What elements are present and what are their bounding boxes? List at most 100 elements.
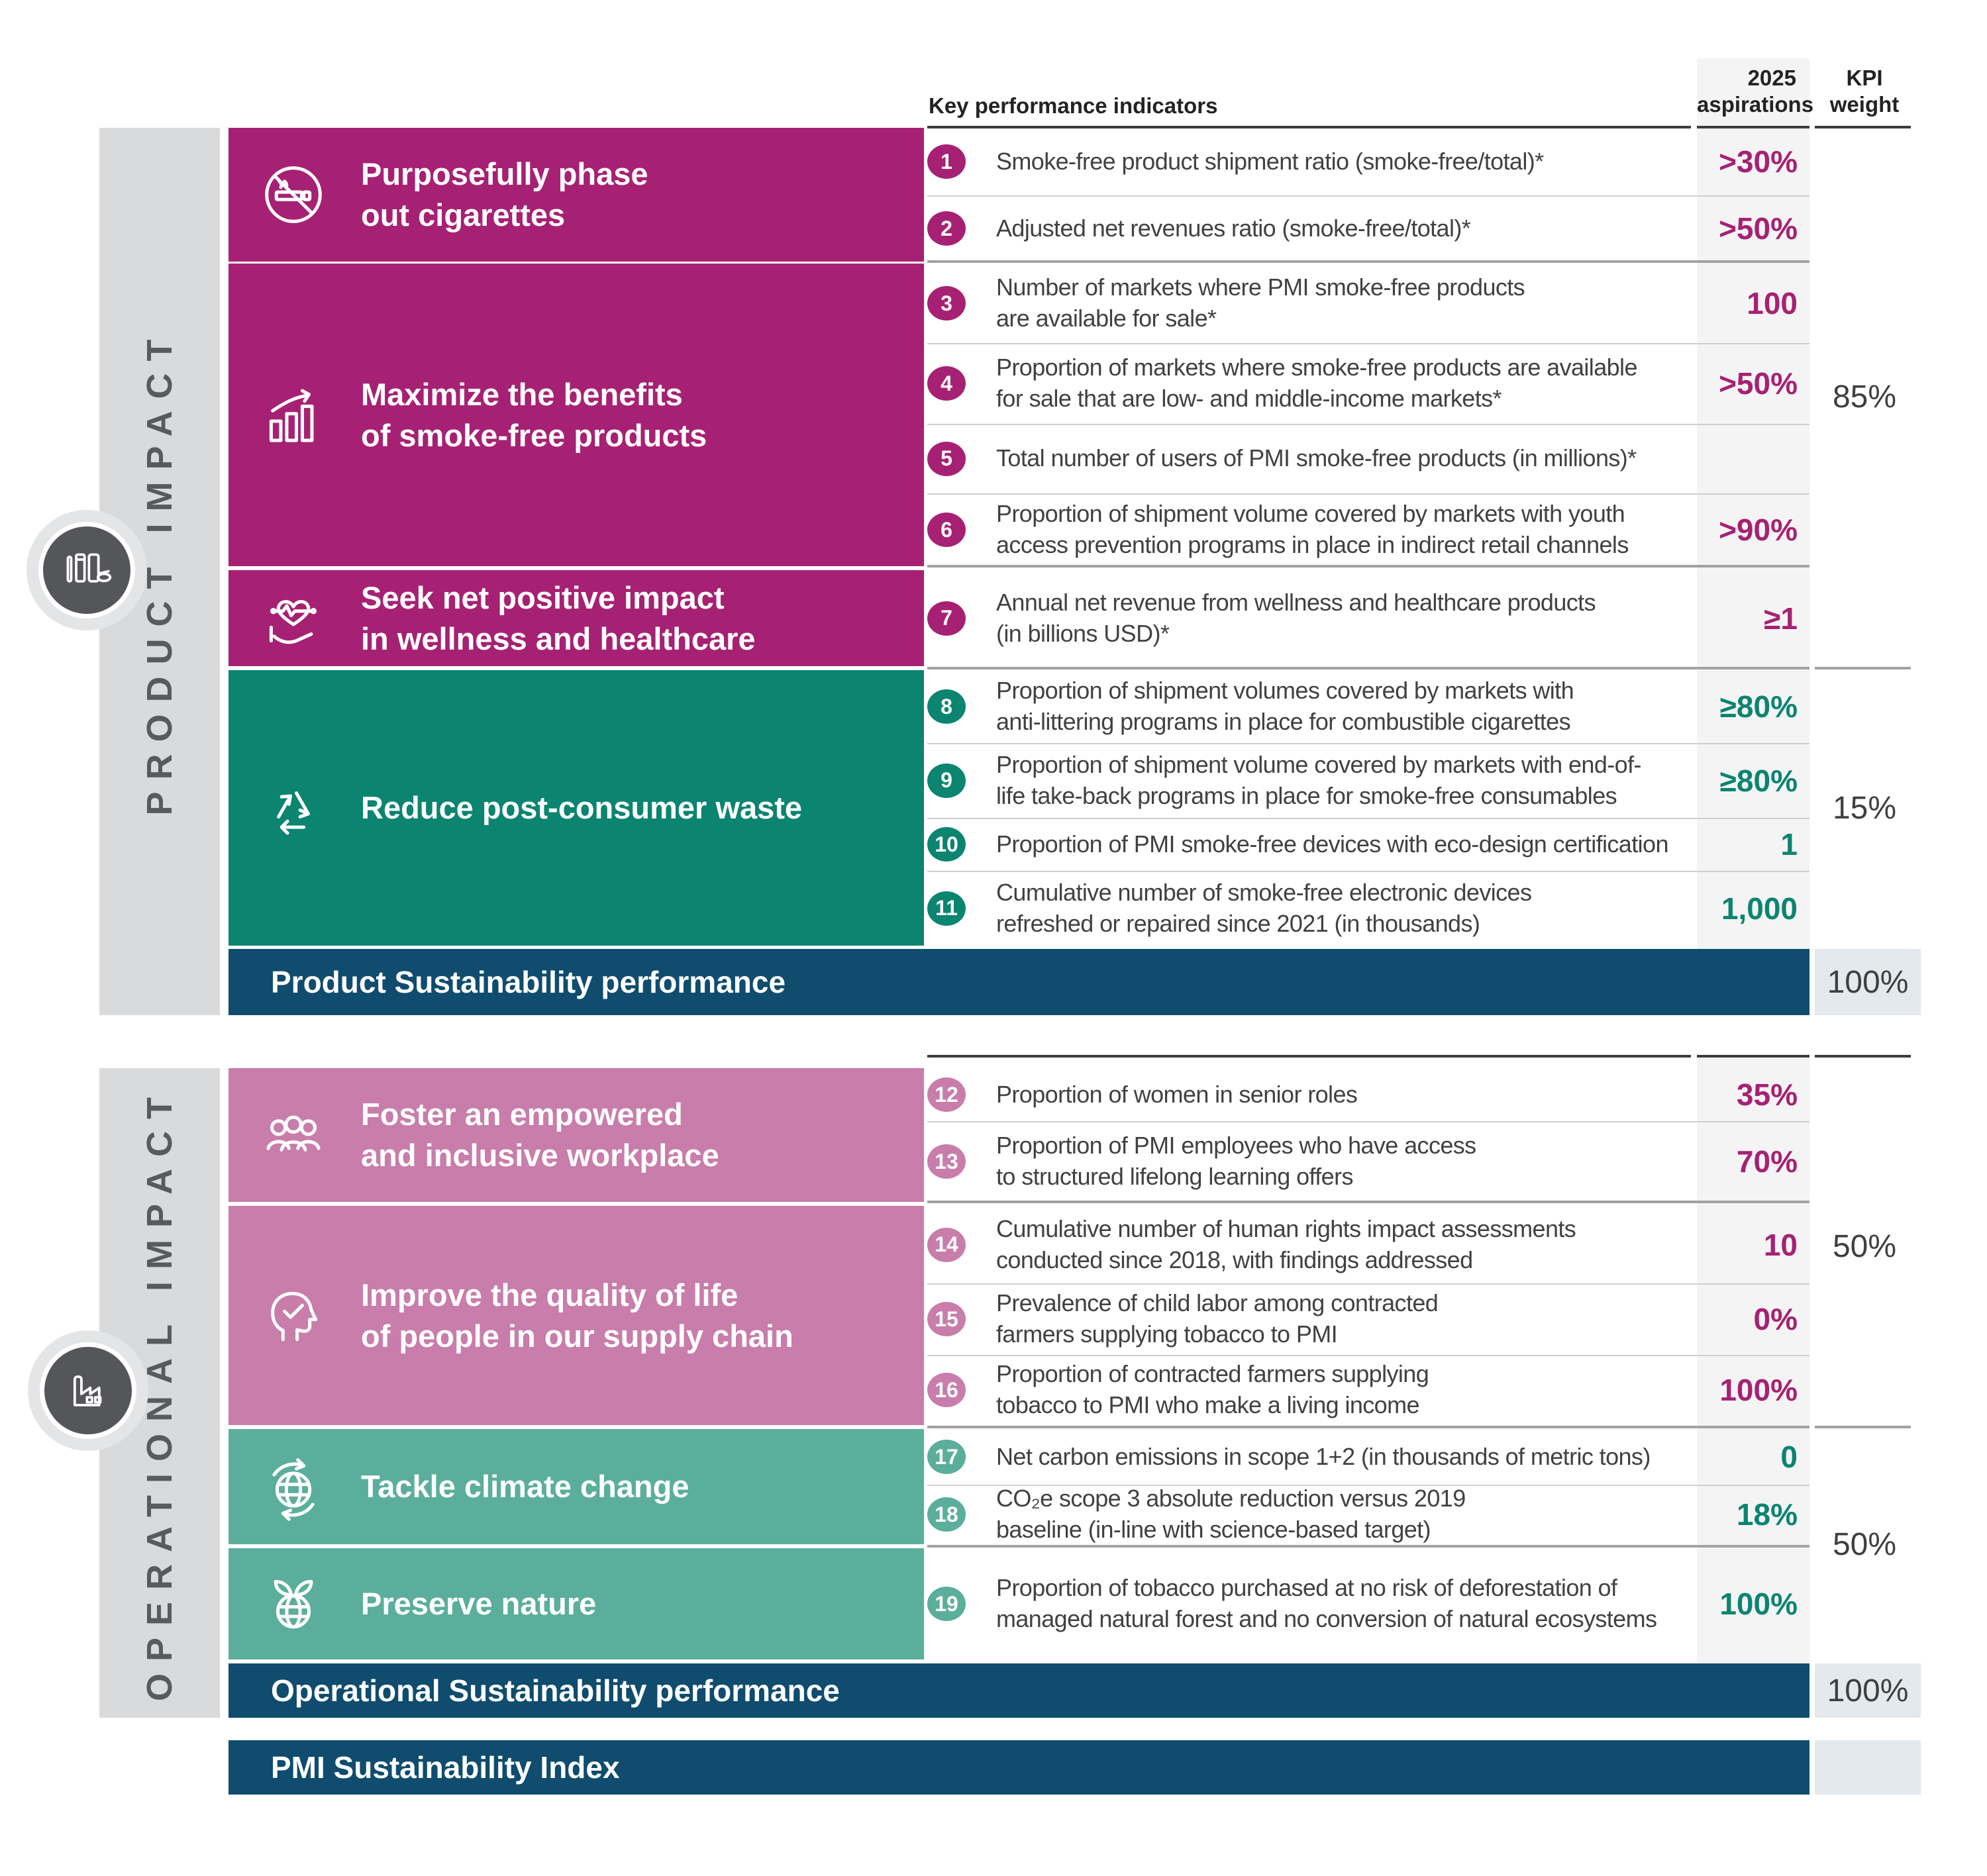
kpi-number-badge: 5: [927, 441, 966, 476]
nature-icon: [274, 1579, 313, 1629]
kpi-number-badge: 6: [927, 513, 966, 547]
kpi-text: Proportion of shipment volumes covered b…: [996, 677, 1574, 735]
aspiration-value: 100%: [1719, 1373, 1798, 1407]
category-title: Maximize the benefits of smoke-free prod…: [361, 376, 707, 453]
people-icon: [266, 1115, 321, 1152]
product-performance-bar: Product Sustainability performance: [229, 949, 1809, 1015]
category-maximize-smoke-free: Maximize the benefits of smoke-free prod…: [229, 264, 924, 566]
kpi-number-badge: 2: [927, 211, 966, 246]
kpi-number-badge: 10: [927, 827, 966, 862]
kpi-text: Annual net revenue from wellness and hea…: [996, 588, 1596, 647]
kpi-row-7: 7 Annual net revenue from wellness and h…: [927, 570, 1690, 666]
aspiration-value: 10: [1763, 1227, 1798, 1262]
divider: [927, 1426, 1809, 1428]
divider: [927, 1055, 1691, 1058]
category-phase-out-cigarettes: Purposefully phase out cigarettes: [229, 128, 924, 262]
kpi-number-badge: 4: [927, 366, 966, 401]
kpi-row-5: 5 Total number of users of PMI smoke-fre…: [927, 424, 1690, 493]
weight-column-header: KPI weight: [1829, 66, 1900, 117]
operational-impact-badge: [40, 1342, 136, 1439]
kpi-text: CO₂e scope 3 absolute reduction versus 2…: [996, 1485, 1466, 1543]
kpi-column-header: Key performance indicators: [929, 93, 1218, 118]
category-title: Foster an empowered and inclusive workpl…: [361, 1096, 719, 1173]
kpi-row-19: 19 Proportion of tobacco purchased at no…: [927, 1548, 1690, 1659]
kpi-row-18: 18 CO₂e scope 3 absolute reduction versu…: [927, 1485, 1690, 1544]
operational-performance-total: 100%: [1815, 1663, 1921, 1718]
aspiration-value: >50%: [1719, 366, 1798, 401]
kpi-row-2: 2 Adjusted net revenues ratio (smoke-fre…: [927, 195, 1690, 262]
category-inclusive-workplace: Foster an empowered and inclusive workpl…: [229, 1068, 924, 1202]
kpi-number-badge: 19: [927, 1587, 966, 1621]
kpi-row-1: 1 Smoke-free product shipment ratio (smo…: [927, 128, 1690, 195]
product-impact-label: PRODUCT IMPACT: [140, 327, 179, 816]
kpi-row-10: 10 Proportion of PMI smoke-free devices …: [927, 818, 1690, 871]
aspiration-value: 1,000: [1721, 891, 1798, 926]
operational-performance-bar: Operational Sustainability performance: [229, 1663, 1809, 1718]
smoke-free-products-icon: [66, 553, 112, 583]
divider: [927, 1545, 1809, 1548]
divider: [927, 1201, 1809, 1203]
aspirations-column-band: [1697, 1055, 1809, 1663]
aspiration-value: ≥1: [1764, 601, 1798, 636]
aspiration-value: 0: [1780, 1440, 1798, 1474]
kpi-row-14: 14 Cumulative number of human rights imp…: [927, 1206, 1690, 1283]
divider: [927, 1283, 1809, 1285]
weight-operational-social: 50%: [1832, 1229, 1897, 1264]
climate-icon: [272, 1458, 315, 1521]
operational-impact-label: OPERATIONAL IMPACT: [140, 1085, 179, 1701]
recycle-icon: [277, 791, 310, 835]
kpi-text: Proportion of contracted farmers supplyi…: [996, 1360, 1429, 1418]
kpi-number-badge: 18: [927, 1497, 966, 1532]
divider: [927, 818, 1809, 819]
divider: [1815, 1055, 1911, 1058]
divider: [1697, 126, 1809, 128]
no-smoking-icon: [265, 166, 322, 223]
divider: [927, 343, 1809, 344]
kpi-text: Adjusted net revenues ratio (smoke-free/…: [996, 214, 1471, 242]
kpi-number-badge: 16: [927, 1373, 966, 1407]
weight-product-waste: 15%: [1832, 790, 1897, 826]
aspiration-value: >90%: [1719, 513, 1798, 547]
product-performance-total: 100%: [1815, 949, 1921, 1015]
category-supply-chain-quality-of-life: Improve the quality of life of people in…: [229, 1206, 924, 1425]
kpi-number-badge: 12: [927, 1077, 966, 1112]
aspiration-value: 1: [1780, 827, 1798, 862]
head-check-icon: [271, 1291, 318, 1341]
divider: [927, 493, 1809, 495]
wellness-icon: [269, 599, 317, 644]
category-title: Preserve nature: [361, 1585, 597, 1621]
kpi-number-badge: 15: [927, 1302, 966, 1336]
factory-icon: [73, 1375, 102, 1407]
kpi-row-8: 8 Proportion of shipment volumes covered…: [927, 670, 1690, 743]
aspiration-value: 35%: [1736, 1077, 1798, 1112]
aspiration-value: [1697, 424, 1798, 493]
aspiration-value: >50%: [1719, 211, 1798, 246]
divider: [927, 195, 1809, 197]
kpi-row-12: 12 Proportion of women in senior roles: [927, 1068, 1690, 1121]
kpi-text: Proportion of PMI employees who have acc…: [996, 1132, 1476, 1190]
aspiration-value: 70%: [1736, 1144, 1798, 1179]
aspirations-column-header: 2025 aspirations: [1697, 66, 1814, 117]
kpi-number-badge: 7: [927, 601, 966, 636]
category-climate-change: Tackle climate change: [229, 1429, 924, 1544]
kpi-number-badge: 17: [927, 1440, 966, 1474]
kpi-text: Net carbon emissions in scope 1+2 (in th…: [996, 1442, 1651, 1470]
divider: [927, 565, 1809, 568]
category-title: Tackle climate change: [361, 1468, 689, 1504]
pmi-sustainability-index-label: PMI Sustainability Index: [271, 1750, 620, 1785]
category-title: Improve the quality of life of people in…: [361, 1277, 793, 1354]
divider: [927, 1121, 1809, 1122]
pmi-index-weight-box: [1815, 1740, 1921, 1795]
category-reduce-waste: Reduce post-consumer waste: [229, 670, 924, 946]
kpi-row-13: 13 Proportion of PMI employees who have …: [927, 1121, 1690, 1202]
kpi-text: Proportion of shipment volume covered by…: [996, 500, 1629, 558]
kpi-number-badge: 11: [927, 891, 966, 926]
divider: [927, 1485, 1809, 1486]
product-impact-badge: [38, 522, 135, 618]
kpi-text: Prevalence of child labor among contract…: [996, 1289, 1439, 1348]
divider: [927, 667, 1809, 669]
kpi-text: Proportion of tobacco purchased at no ri…: [996, 1574, 1657, 1632]
weight-operational-env: 50%: [1832, 1526, 1897, 1562]
divider: [1815, 126, 1911, 128]
